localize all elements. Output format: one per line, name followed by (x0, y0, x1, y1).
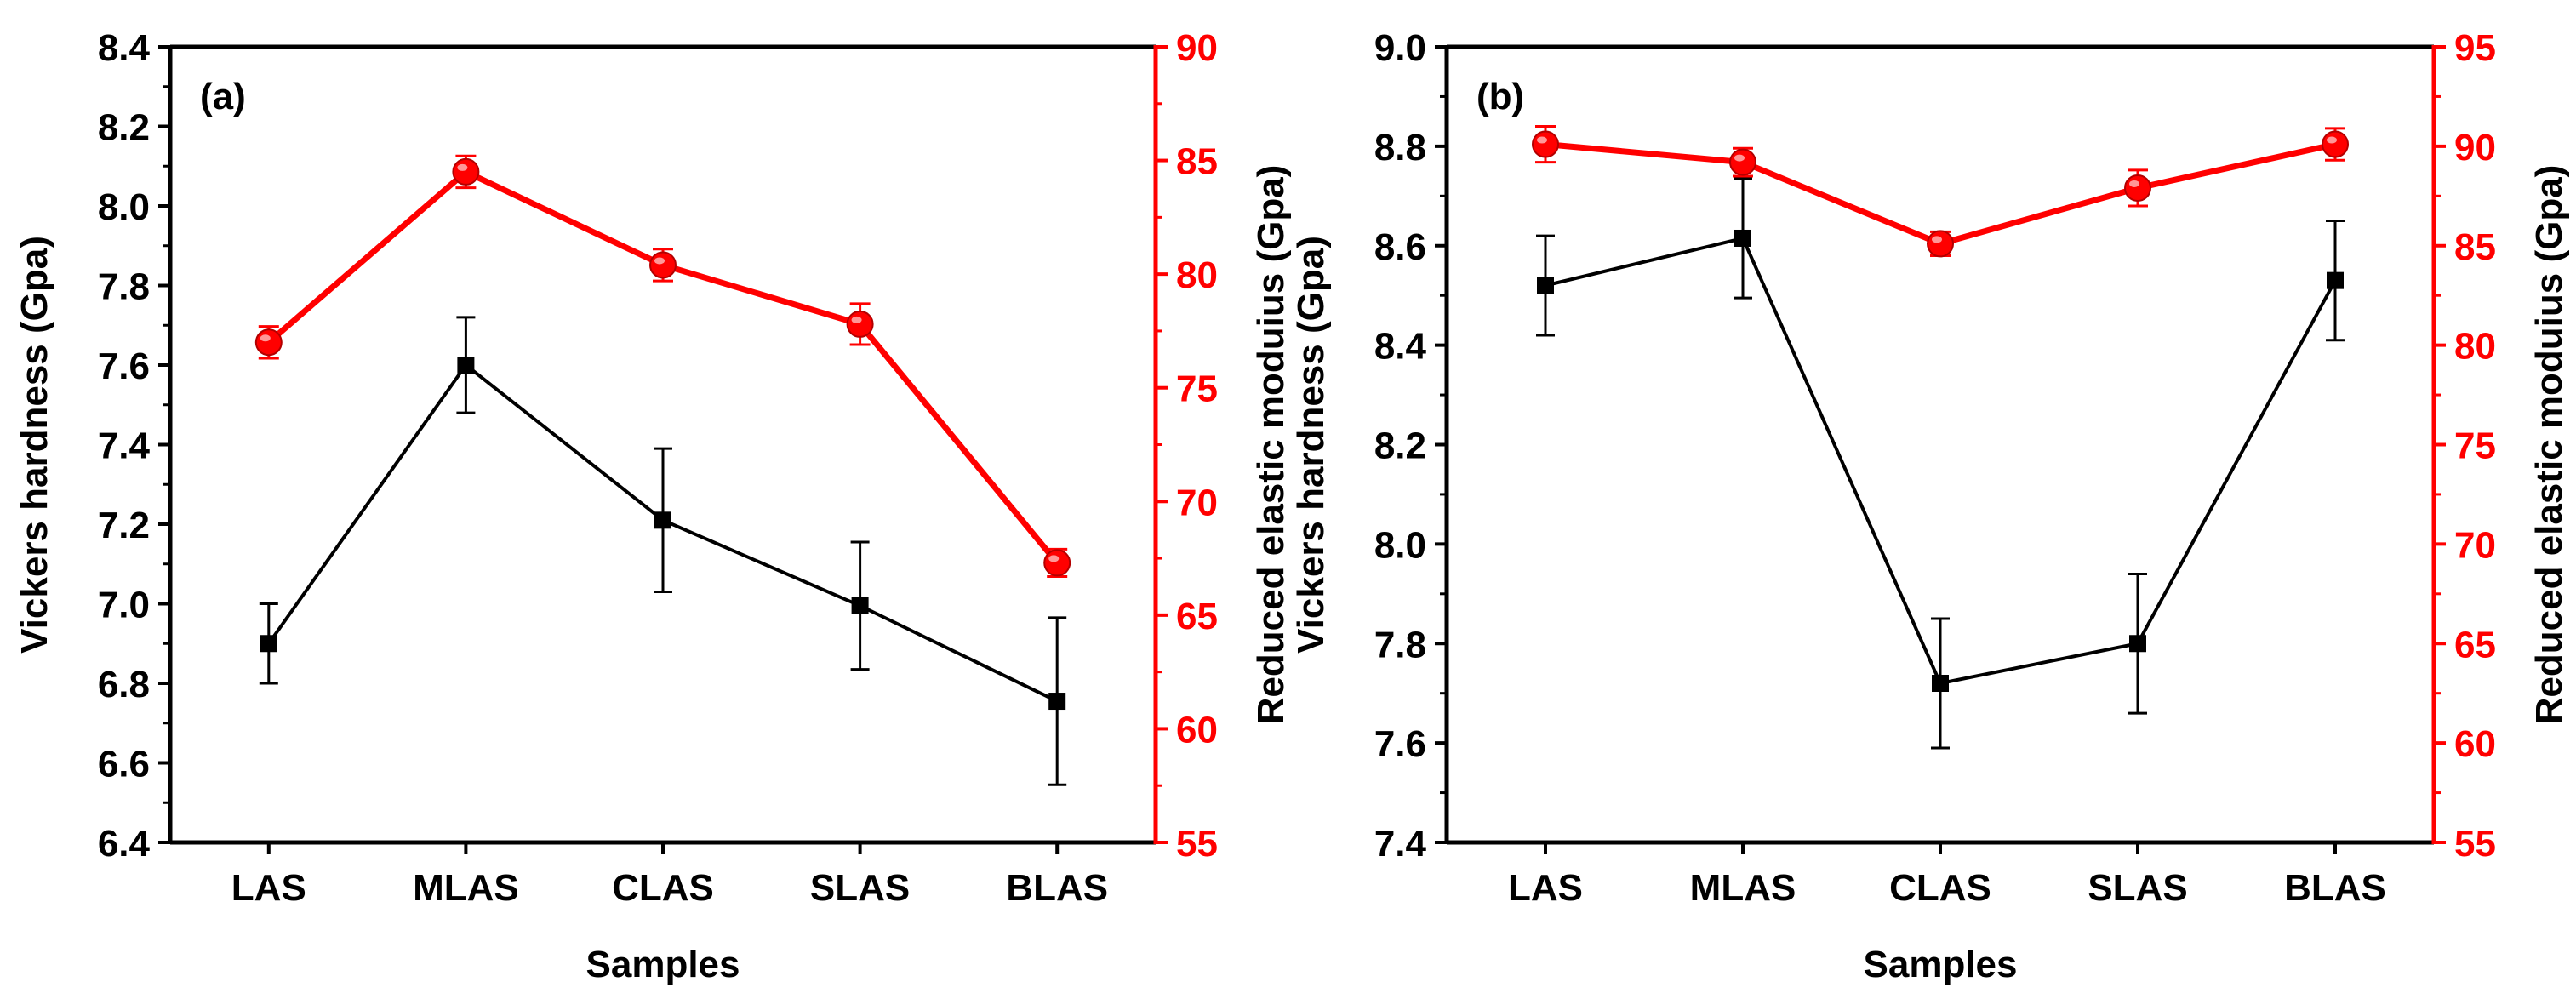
right-y-tick-label: 70 (1176, 482, 1218, 523)
left-y-tick-label: 8.6 (1374, 226, 1426, 268)
data-point (1532, 130, 1559, 158)
data-point (2129, 635, 2146, 653)
right-y-tick-label: 75 (1176, 368, 1218, 410)
right-y-tick-label: 60 (2454, 723, 2496, 765)
data-point (654, 511, 671, 529)
left-y-tick-label: 8.4 (1374, 326, 1427, 368)
right-y-tick-label: 80 (1176, 254, 1218, 296)
x-tick-label: MLAS (1690, 867, 1796, 909)
x-tick-label: SLAS (810, 867, 910, 909)
panel-label: (a) (200, 76, 246, 117)
left-y-tick-label: 7.6 (1374, 723, 1426, 765)
left-y-tick-label: 6.6 (98, 744, 150, 785)
left-y-tick-label: 7.6 (98, 345, 150, 387)
data-point (452, 157, 480, 186)
data-point (2327, 271, 2344, 289)
left-y-axis-title: Vickers hardness (Gpa) (1290, 236, 1332, 654)
left-y-tick-label: 7.4 (1374, 823, 1427, 865)
x-axis-title: Samples (586, 944, 740, 985)
data-point (1729, 148, 1756, 176)
x-tick-label: MLAS (413, 867, 519, 909)
left-y-tick-label: 7.8 (98, 266, 150, 308)
left-y-tick-label: 7.8 (1374, 624, 1426, 665)
x-tick-label: BLAS (1006, 867, 1108, 909)
right-y-tick-label: 65 (1176, 596, 1218, 637)
series-vickers-hardness (259, 316, 1067, 786)
data-point-highlight (2129, 180, 2139, 187)
data-point-highlight (1734, 154, 1745, 162)
panel-label: (b) (1476, 76, 1524, 117)
series-reduced-elastic-modulus (1532, 125, 2349, 258)
panel-b: 7.4 7.6 7.8 8.0 8.2 8.4 8.6 8.8 9.0 55 60 65 70 75 80 8… (1290, 27, 2570, 985)
series-line (1545, 236, 2337, 685)
data-point-highlight (457, 163, 468, 171)
left-y-tick-label: 8.0 (98, 186, 150, 228)
data-point-highlight (654, 257, 665, 265)
data-point (1043, 549, 1071, 577)
left-y-axis-title: Vickers hardness (Gpa) (14, 236, 55, 654)
x-tick-label: LAS (231, 867, 306, 909)
data-point-highlight (1932, 236, 1942, 243)
data-point (260, 635, 277, 653)
x-axis-title: Samples (1864, 944, 2018, 985)
right-y-tick-label: 55 (2454, 823, 2496, 865)
right-y-axis-title: Reduced elastic moduius (Gpa) (1250, 165, 1292, 725)
data-point-highlight (2327, 136, 2337, 144)
data-point-highlight (851, 316, 862, 323)
data-point (1927, 230, 1954, 258)
right-y-tick-label: 95 (2454, 27, 2496, 69)
left-y-tick-label: 6.4 (98, 823, 151, 865)
left-y-tick-label: 8.4 (98, 27, 151, 69)
x-tick-label: BLAS (2284, 867, 2386, 909)
left-y-tick-label: 8.8 (1374, 127, 1426, 168)
data-point (2124, 174, 2151, 202)
right-y-axis-title: Reduced elastic moduius (Gpa) (2528, 165, 2570, 725)
left-y-tick-label: 7.0 (98, 585, 150, 626)
right-y-tick-label: 90 (1176, 27, 1218, 69)
data-point (846, 310, 874, 338)
x-tick-label: SLAS (2088, 867, 2187, 909)
right-y-tick-label: 90 (2454, 127, 2496, 168)
data-point-highlight (1537, 136, 1547, 144)
data-point (649, 251, 677, 279)
left-y-tick-label: 6.8 (98, 664, 150, 705)
right-y-tick-label: 75 (2454, 425, 2496, 467)
right-y-tick-label: 55 (1176, 823, 1218, 865)
x-tick-label: LAS (1508, 867, 1583, 909)
right-y-tick-label: 65 (2454, 624, 2496, 665)
data-point-highlight (1048, 555, 1060, 562)
left-y-tick-label: 8.2 (98, 107, 150, 149)
data-point (2322, 130, 2349, 158)
left-y-tick-label: 9.0 (1374, 27, 1426, 69)
series-line (1545, 141, 2336, 247)
right-y-tick-label: 85 (1176, 141, 1218, 183)
data-point (457, 357, 475, 374)
series-reduced-elastic-modulus (254, 154, 1071, 578)
data-point-highlight (260, 334, 271, 342)
data-point (1734, 229, 1751, 247)
data-point (1932, 675, 1949, 692)
left-y-tick-label: 7.4 (98, 425, 151, 467)
x-tick-label: CLAS (1889, 867, 1991, 909)
right-y-tick-label: 80 (2454, 326, 2496, 368)
right-y-tick-label: 60 (1176, 709, 1218, 751)
left-y-tick-label: 7.2 (98, 505, 150, 546)
data-point (1537, 277, 1554, 294)
data-point (851, 597, 869, 614)
left-y-tick-label: 8.2 (1374, 425, 1426, 467)
right-y-tick-label: 70 (2454, 524, 2496, 566)
left-y-tick-label: 8.0 (1374, 524, 1426, 566)
series-vickers-hardness (1536, 177, 2345, 750)
data-point (1048, 693, 1066, 711)
panel-a: 6.4 6.6 6.8 7.0 7.2 7.4 7.6 7.8 8.0 8.2 8.4 55 60 65 7… (14, 27, 1292, 985)
data-point (254, 328, 283, 357)
x-tick-label: CLAS (612, 867, 714, 909)
right-y-tick-label: 85 (2454, 226, 2496, 268)
